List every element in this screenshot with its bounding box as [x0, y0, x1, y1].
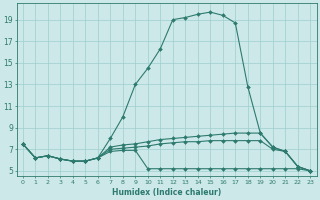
X-axis label: Humidex (Indice chaleur): Humidex (Indice chaleur) — [112, 188, 221, 197]
